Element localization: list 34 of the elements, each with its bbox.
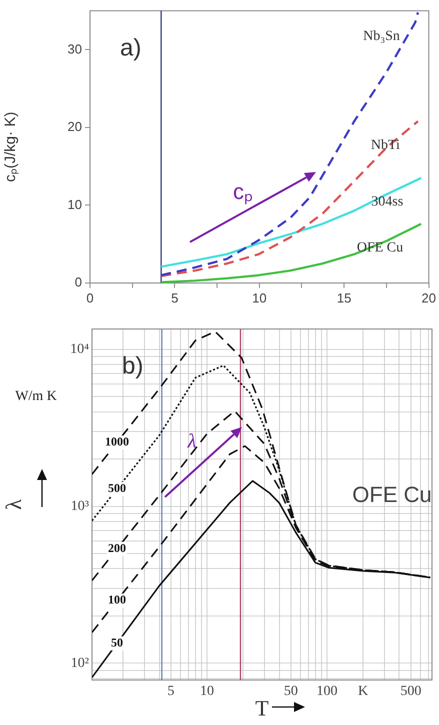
series-label: 500 — [108, 481, 126, 496]
series-label: 1000 — [105, 434, 129, 449]
y-tick-label: 10³ — [70, 498, 89, 514]
y-axis-title: cₚ(J/kg· K) — [2, 112, 20, 182]
x-tick-label: 5 — [167, 684, 174, 700]
y-tick-label: 10⁴ — [70, 342, 90, 358]
y-tick-label: 0 — [74, 274, 82, 290]
x-axis-title: T — [255, 696, 270, 721]
x-tick-label: 5 — [171, 290, 178, 306]
y-tick-label: 10² — [70, 656, 89, 671]
x-tick-label: 10 — [200, 684, 214, 700]
y-tick-label: 20 — [68, 119, 82, 134]
x-tick-label: K — [358, 684, 368, 700]
annotation: OFE Cu — [352, 482, 432, 508]
series-label: NbTi — [370, 138, 400, 153]
series-label: 304ss — [371, 194, 404, 210]
y-axis-title: λ — [0, 498, 26, 510]
text: b) — [122, 352, 144, 380]
y-tick-label: 10 — [68, 196, 82, 212]
series-label: 200 — [108, 540, 126, 555]
x-tick-label: 10 — [252, 290, 267, 306]
text: a) — [120, 34, 142, 62]
y-tick-label: 30 — [68, 41, 82, 56]
x-tick-label: 15 — [336, 290, 352, 306]
series-label: Nb₃Sn — [363, 29, 400, 44]
x-tick-label: 500 — [400, 684, 422, 700]
x-tick-label: 100 — [316, 684, 338, 700]
text: W/m K — [15, 389, 57, 405]
x-tick-label: 20 — [422, 290, 436, 306]
x-tick-label: 50 — [284, 684, 298, 700]
annotation: cₚ — [233, 178, 253, 205]
annotation: λ — [188, 430, 196, 454]
series-label: 100 — [108, 592, 126, 607]
series-label: 50 — [111, 635, 123, 650]
